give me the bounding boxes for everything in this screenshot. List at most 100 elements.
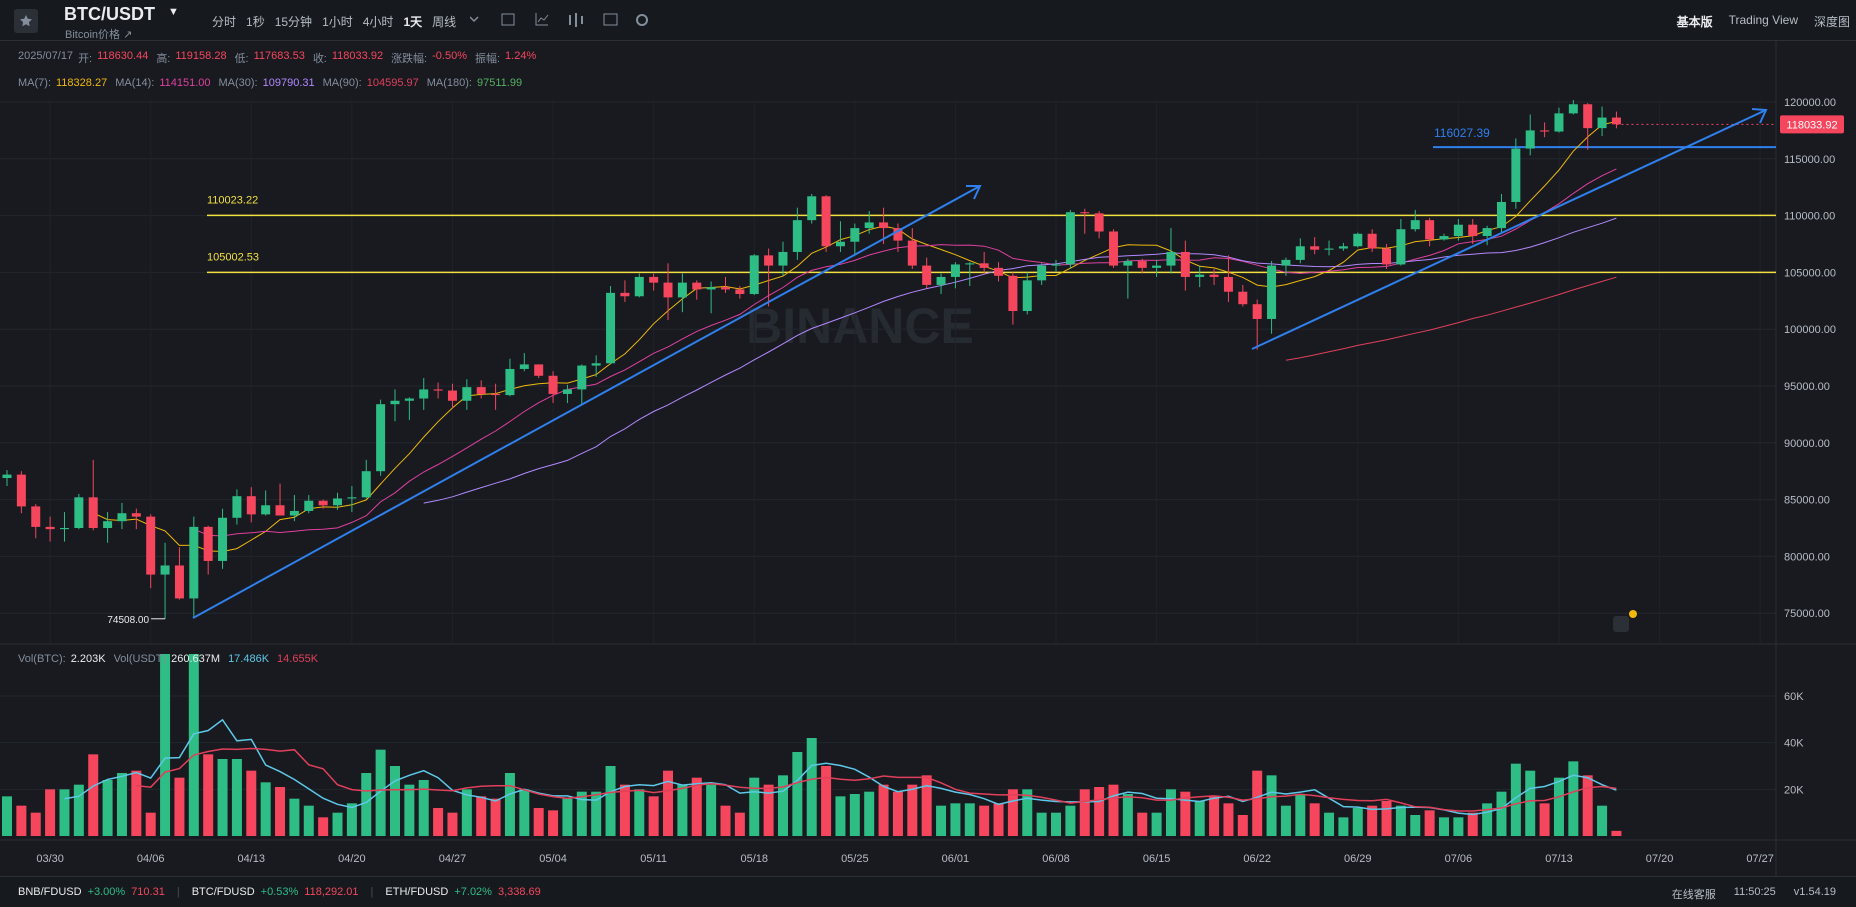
interval[interactable]: 周线 <box>432 15 457 29</box>
separator: | <box>370 886 374 898</box>
ma-label: MA(180): <box>426 77 472 89</box>
candle-body <box>189 526 199 599</box>
candle-body <box>548 375 558 394</box>
volume-bar <box>892 791 903 836</box>
more-icon[interactable] <box>470 16 479 23</box>
candle-body <box>318 500 328 506</box>
ticker-pair[interactable]: ETH/FDUSD <box>385 886 449 898</box>
ma-value: 109790.31 <box>262 77 315 89</box>
x-tick-label: 04/20 <box>338 853 366 865</box>
view-option[interactable]: 深度图 <box>1813 15 1850 29</box>
interval[interactable]: 1天 <box>403 15 423 29</box>
volume-bar <box>777 775 788 836</box>
intervals: 分时 1秒 15分钟 1小时 4小时 1天 周线 <box>212 13 456 30</box>
volume-bar <box>964 803 975 836</box>
interval[interactable]: 分时 <box>212 15 237 29</box>
x-tick-label: 04/06 <box>137 853 165 865</box>
candle-body <box>965 263 975 265</box>
date: 2025/07/17 <box>18 50 74 62</box>
layout-icon[interactable] <box>603 13 618 26</box>
view-option[interactable]: 基本版 <box>1676 15 1713 29</box>
candle-body <box>792 220 802 252</box>
volume-bar <box>289 798 300 836</box>
x-tick-label: 05/11 <box>640 853 667 865</box>
volume-bar <box>332 812 343 836</box>
candle-body <box>649 276 659 283</box>
candle-body <box>850 228 860 242</box>
volume-bar <box>576 791 587 836</box>
ma-value: 97511.99 <box>477 77 523 89</box>
interval[interactable]: 1秒 <box>246 15 265 29</box>
volume-bar <box>404 784 415 836</box>
volume-bar <box>1252 770 1263 836</box>
volume-bar <box>16 805 27 836</box>
y-tick-label: 95000.00 <box>1784 381 1830 393</box>
favorite-button[interactable] <box>14 9 38 33</box>
field-label: 收: <box>312 53 327 65</box>
ticker-price: 118,292.01 <box>304 886 359 898</box>
top-bar: BTC/USDT ▼ Bitcoin价格 ↗ 分时 1秒 15分钟 1小时 4小时 1天周… <box>0 0 1856 41</box>
volume-bar <box>1582 775 1593 836</box>
y-tick-label: 80000.00 <box>1784 551 1830 563</box>
tool-icon[interactable] <box>1613 616 1629 632</box>
field-value: 1.24% <box>505 50 537 62</box>
level-label: 105002.53 <box>207 251 259 263</box>
symbol-dropdown[interactable]: ▼ <box>168 6 179 18</box>
candle-body <box>447 390 457 401</box>
tool-dot <box>1629 610 1637 618</box>
ticker-pair[interactable]: BTC/FDUSD <box>191 886 255 898</box>
trend-line <box>1251 109 1767 350</box>
v-tick-label: 20K <box>1784 784 1804 796</box>
volume-bar <box>1209 796 1220 836</box>
volume-bar <box>533 808 544 836</box>
ma-label: MA(30): <box>218 77 258 89</box>
volume-bar <box>375 749 386 836</box>
candle-body <box>1439 236 1449 240</box>
candle-body <box>1022 280 1032 312</box>
ticker-price: 3,338.69 <box>497 886 541 898</box>
y-tick-label: 120000.00 <box>1784 97 1836 109</box>
candle-body <box>807 196 817 221</box>
candle-body <box>333 498 343 506</box>
version: v1.54.19 <box>1793 886 1836 898</box>
interval[interactable]: 1小时 <box>322 15 353 29</box>
settings-icon[interactable] <box>636 14 648 26</box>
volume-bar <box>203 754 214 836</box>
volume-bar <box>691 777 702 836</box>
ticker-change: +0.53% <box>260 886 299 898</box>
volume-bar <box>1338 817 1349 836</box>
candle-body <box>103 521 113 528</box>
support[interactable]: 在线客服 <box>1671 889 1716 901</box>
candle-icon[interactable] <box>569 13 583 27</box>
interval[interactable]: 4小时 <box>362 15 394 29</box>
view-option[interactable]: Trading View <box>1728 13 1798 27</box>
volume-bar <box>1266 775 1277 836</box>
x-tick-label: 04/27 <box>439 853 467 865</box>
calendar-icon[interactable] <box>501 13 515 26</box>
ticker-pair[interactable]: BNB/FDUSD <box>18 886 82 898</box>
interval[interactable]: 15分钟 <box>274 15 313 29</box>
volume-bar <box>634 789 645 836</box>
volume-bar <box>950 803 961 836</box>
trend-arrow <box>966 185 982 200</box>
candle-body <box>706 287 716 290</box>
volume-bar <box>231 759 242 836</box>
volume-bar <box>1467 812 1478 836</box>
x-tick-label: 03/30 <box>36 853 64 865</box>
candle-body <box>821 196 831 247</box>
candle-body <box>994 267 1004 276</box>
volume-bar <box>45 789 56 836</box>
symbol[interactable]: BTC/USDT <box>64 4 155 24</box>
candle-body <box>1209 274 1219 277</box>
volume-bar <box>591 791 602 836</box>
separator: | <box>176 886 180 898</box>
candle-body <box>1410 220 1420 230</box>
candle-body <box>835 241 845 247</box>
x-tick-label: 07/20 <box>1646 853 1674 865</box>
field-value: 119158.28 <box>175 50 227 62</box>
ma-row: MA(7): 118328.27 MA(14): 114151.00 MA(30): 10… <box>18 77 525 89</box>
candle-body <box>721 287 730 290</box>
x-tick-label: 07/27 <box>1746 853 1774 865</box>
x-tick-label: 07/06 <box>1445 853 1473 865</box>
indicator-icon[interactable] <box>535 13 549 26</box>
